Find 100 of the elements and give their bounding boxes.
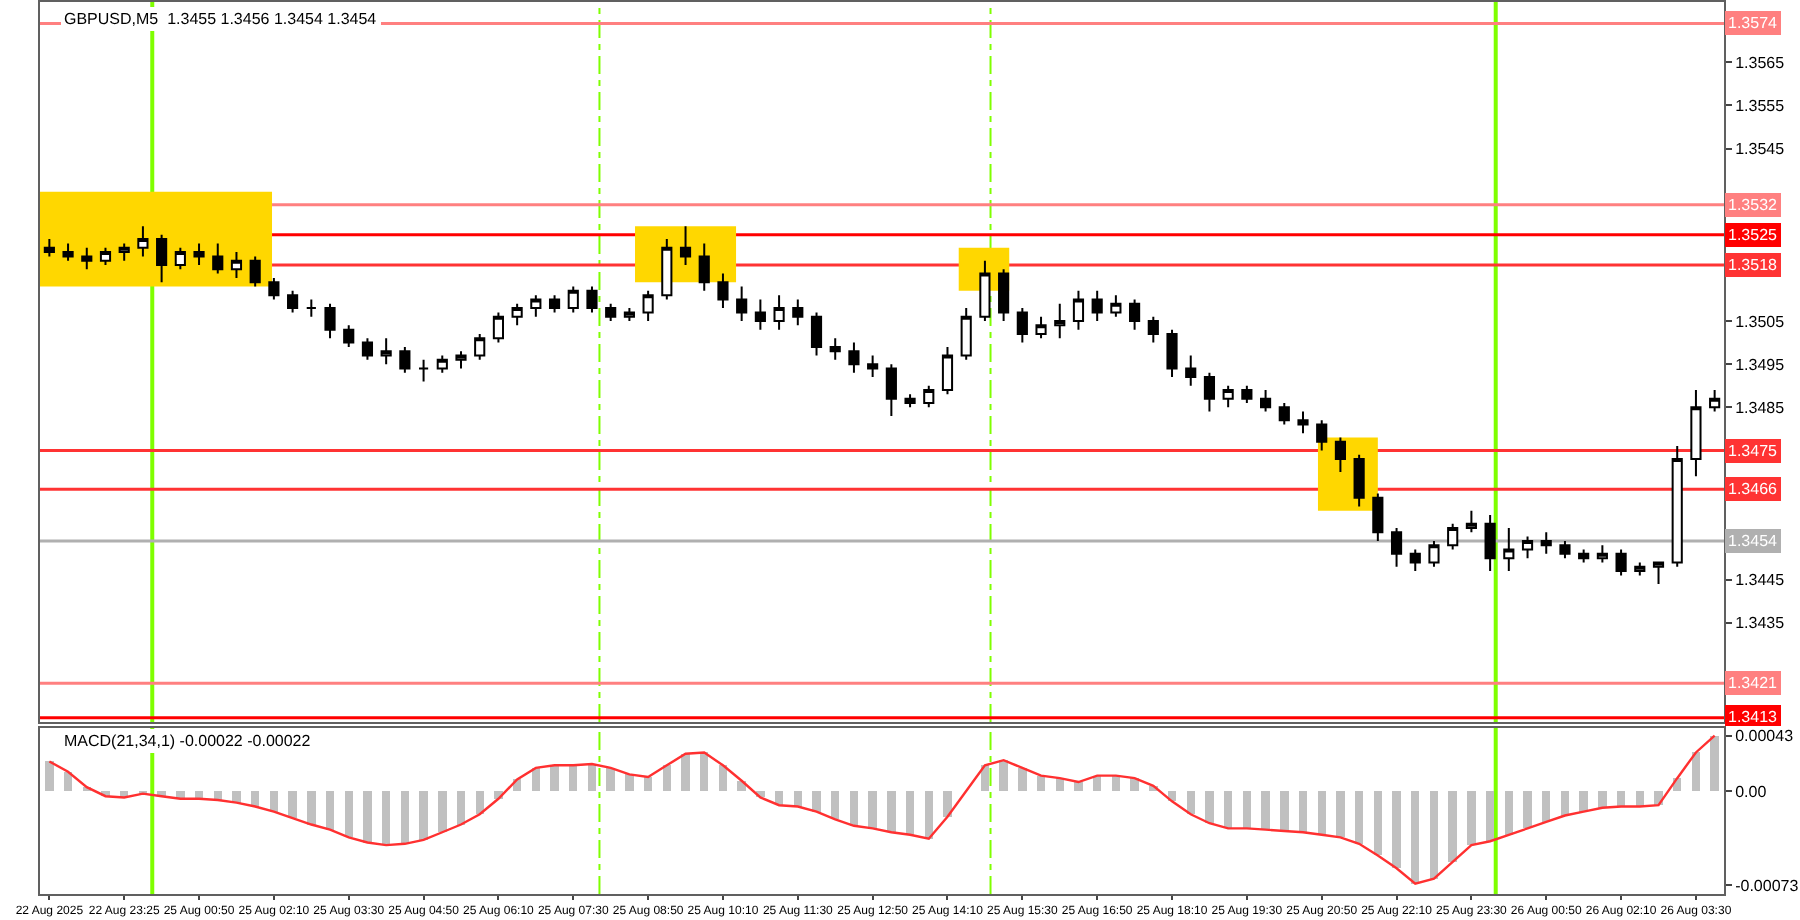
candlestick xyxy=(174,246,186,271)
candlestick xyxy=(1278,401,1290,426)
candlestick xyxy=(1671,445,1683,568)
bar xyxy=(1280,791,1289,831)
line-series xyxy=(48,734,1716,885)
candlestick xyxy=(268,276,280,301)
candlestick xyxy=(548,294,561,314)
bar xyxy=(1373,791,1383,856)
candlestick xyxy=(1222,384,1234,409)
candlestick xyxy=(1241,384,1253,404)
candlestick xyxy=(1559,539,1571,560)
bar xyxy=(456,791,466,825)
y-tick-label: 0.00 xyxy=(1735,782,1768,801)
candlestick xyxy=(380,337,392,366)
candlestick xyxy=(193,242,205,266)
candlestick xyxy=(736,285,748,323)
bar xyxy=(1523,791,1532,829)
candlestick xyxy=(810,311,823,357)
y-tick-label: 1.3445 xyxy=(1735,571,1786,590)
candlestick xyxy=(717,272,729,310)
bar xyxy=(1467,791,1476,846)
candlestick xyxy=(343,324,355,348)
candlestick xyxy=(1447,522,1459,551)
candlestick xyxy=(511,302,523,327)
candlestick xyxy=(923,384,935,409)
candlestick xyxy=(1578,548,1590,564)
candlestick xyxy=(1297,410,1309,435)
candlestick xyxy=(399,345,411,374)
bar xyxy=(419,791,428,840)
bar xyxy=(344,791,353,838)
candlestick xyxy=(230,251,243,279)
bar xyxy=(943,791,952,817)
bar xyxy=(718,765,728,792)
y-tick-label: -0.00073 xyxy=(1735,876,1800,895)
candlestick xyxy=(1203,371,1216,413)
bar xyxy=(587,764,597,792)
bar xyxy=(1448,791,1457,862)
candlestick xyxy=(361,337,374,361)
bar xyxy=(1336,791,1345,838)
bar xyxy=(1261,791,1270,830)
candlestick xyxy=(436,354,448,374)
bar xyxy=(1186,791,1195,815)
candlestick xyxy=(642,289,654,323)
y-tick-label: 1.3565 xyxy=(1735,53,1786,72)
candlestick xyxy=(137,225,149,258)
candlestick xyxy=(1690,389,1702,478)
bar xyxy=(1317,791,1326,835)
candlestick xyxy=(1129,298,1141,331)
bar xyxy=(662,765,672,792)
candlestick xyxy=(1054,302,1066,340)
candlestick xyxy=(249,255,261,288)
candlestick xyxy=(287,289,299,314)
ref-line-label: 1.3413 xyxy=(1728,708,1779,726)
bar xyxy=(1074,782,1083,792)
candlestick xyxy=(455,350,467,370)
candlestick xyxy=(492,311,504,344)
ref-line-label: 1.3574 xyxy=(1728,14,1779,32)
candlestick xyxy=(1110,294,1122,318)
bar xyxy=(1560,791,1570,816)
bar xyxy=(1018,767,1027,792)
bar xyxy=(1298,791,1308,833)
bar xyxy=(700,752,709,792)
candlestick xyxy=(829,337,841,361)
bar xyxy=(625,774,634,792)
candlestick xyxy=(885,363,897,417)
candlestick xyxy=(1260,389,1272,413)
candlestick xyxy=(1166,328,1178,379)
bar xyxy=(849,791,859,826)
candlestick xyxy=(1652,561,1665,586)
candlestick xyxy=(1484,514,1496,573)
bar xyxy=(1354,791,1364,844)
chart-title: MACD(21,34,1) -0.00022 -0.00022 xyxy=(64,732,312,750)
bar xyxy=(905,791,915,835)
candlestick xyxy=(1596,544,1608,564)
candlestick xyxy=(586,285,598,314)
candlestick xyxy=(979,259,991,323)
bar xyxy=(606,767,615,792)
ref-line-label: 1.3532 xyxy=(1728,196,1779,214)
candlestick xyxy=(1709,389,1721,413)
candlestick xyxy=(792,298,804,327)
candlestick xyxy=(1334,436,1346,473)
candlestick xyxy=(1372,492,1384,542)
y-tick-label: 1.3485 xyxy=(1735,398,1786,417)
candlestick xyxy=(1147,315,1159,344)
ref-line-label: 1.3454 xyxy=(1728,532,1779,550)
ref-line-label: 1.3518 xyxy=(1728,256,1779,274)
candlestick xyxy=(1016,307,1028,344)
bar xyxy=(1598,791,1607,808)
y-tick-label: 1.3495 xyxy=(1735,355,1786,374)
candlestick xyxy=(1035,315,1047,340)
bar xyxy=(363,791,372,843)
candlestick xyxy=(1091,289,1103,323)
bar xyxy=(438,791,447,833)
candlestick xyxy=(1634,561,1646,577)
candlestick xyxy=(305,298,317,318)
bar xyxy=(1429,791,1439,879)
y-tick-label: 1.3545 xyxy=(1735,140,1786,159)
bar xyxy=(1542,791,1551,822)
candlestick xyxy=(567,285,579,314)
bar xyxy=(831,791,840,820)
